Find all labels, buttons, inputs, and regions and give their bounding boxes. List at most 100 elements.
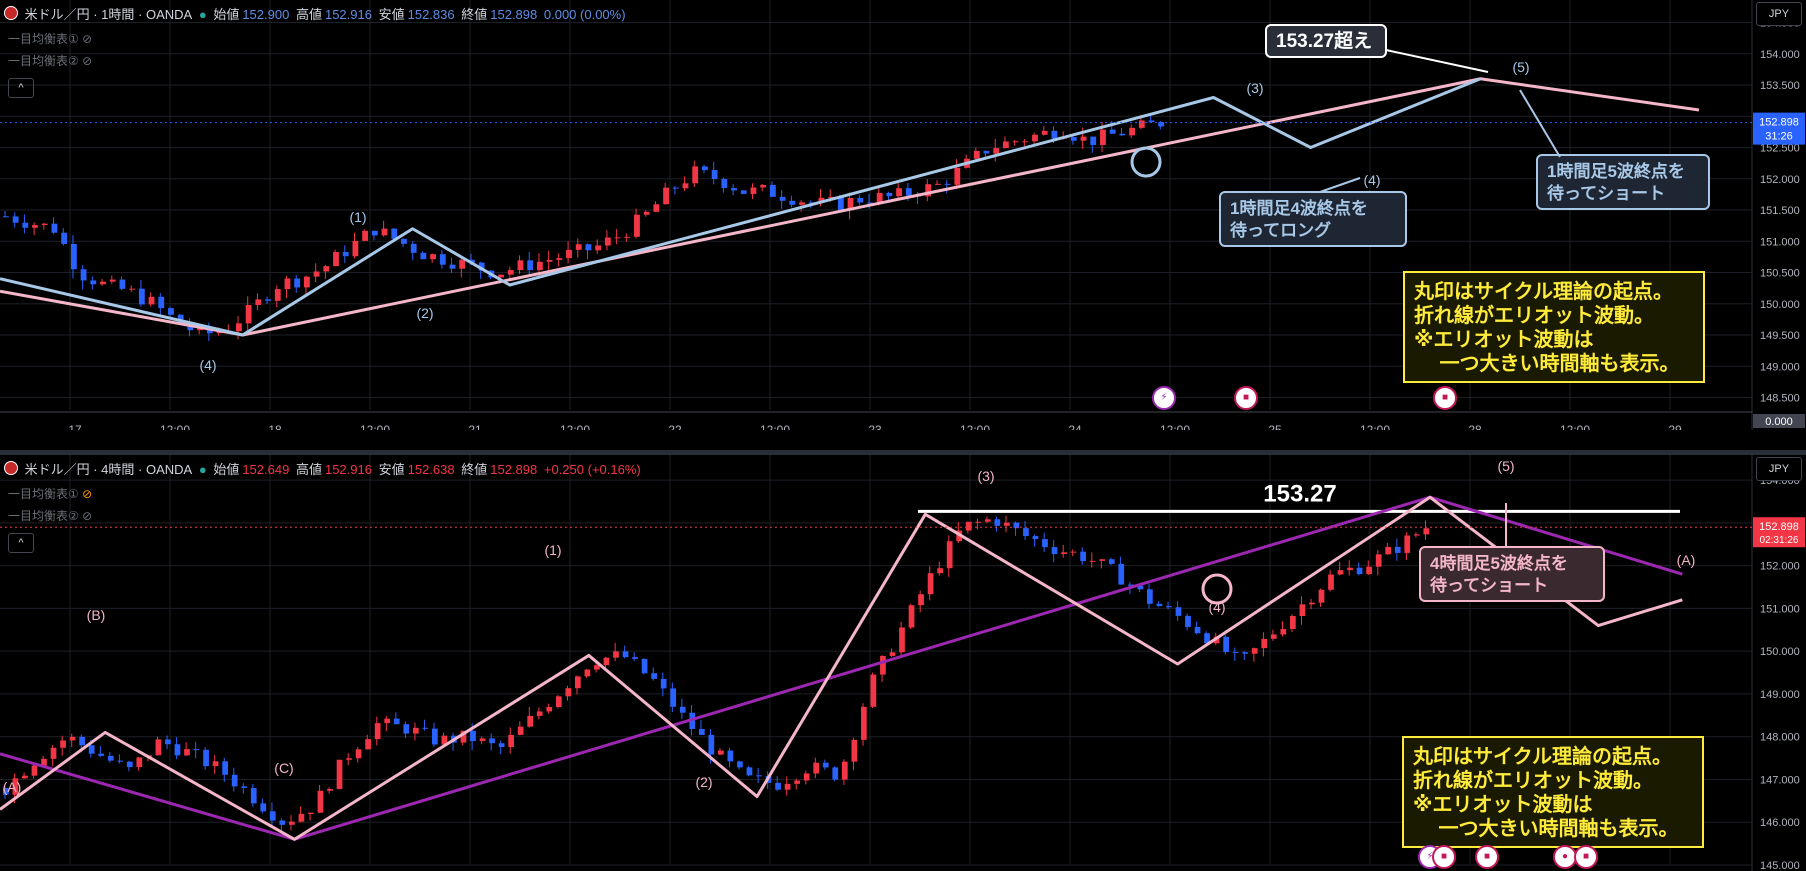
candle-body — [536, 261, 543, 271]
candle-body — [1290, 616, 1296, 629]
candle-body — [241, 786, 248, 788]
x-tick-label: 22 — [668, 423, 682, 430]
x-tick-label: 12:00 — [1560, 423, 1590, 430]
y-tick-label: 153.500 — [1760, 80, 1800, 92]
wave-label: (1) — [544, 542, 561, 558]
top-note-line: 丸印はサイクル理論の起点。 — [1413, 279, 1673, 303]
close-label: 終値 — [461, 462, 488, 477]
wave-label: (3) — [977, 468, 994, 484]
candle-body — [403, 724, 410, 734]
candle-body — [1051, 130, 1058, 139]
wave-purple-polyline — [0, 495, 1683, 841]
candle-body — [250, 787, 257, 804]
candle-body — [565, 688, 572, 697]
candle-body — [1004, 522, 1010, 526]
price-tag: 152.898 — [1759, 521, 1799, 533]
wave-label: (5) — [1512, 59, 1529, 75]
candle-body — [937, 568, 943, 574]
candle-body — [984, 519, 991, 522]
candle-body — [1423, 528, 1430, 535]
candle-body — [88, 745, 95, 754]
bottom-note-line: 一つ大きい時間軸も表示。 — [1413, 816, 1679, 840]
candle-body — [168, 308, 174, 315]
candle-body — [727, 750, 734, 762]
collapse-legend-button[interactable]: ^ — [8, 78, 34, 98]
candle-body — [775, 782, 781, 790]
short-callout-text: 待ってショート — [1430, 575, 1548, 595]
indicator-ichimoku-1[interactable]: 一目均衡表① ⊘ — [8, 487, 93, 501]
x-tick-label: 25 — [1268, 423, 1282, 430]
us-flag-event-icon[interactable]: ■ — [1475, 845, 1499, 869]
x-tick-label: 12:00 — [760, 423, 790, 430]
top-note-box — [1403, 271, 1705, 383]
subpane-tag-box — [1753, 414, 1805, 428]
candle-body — [595, 245, 602, 251]
candle-body — [622, 651, 629, 658]
candle-body — [371, 230, 378, 236]
candle-body — [794, 780, 800, 784]
candle-body — [1175, 607, 1182, 616]
indicator-ichimoku-1[interactable]: 一目均衡表① ⊘ — [8, 32, 93, 46]
candle-body — [507, 270, 514, 275]
candle-body — [546, 259, 553, 262]
y-tick-label: 152.000 — [1760, 174, 1800, 186]
bottom-legend: 米ドル／円 · 4時間 · OANDA ● 始値 152.649 高値 152.91… — [4, 459, 644, 478]
top-symbol[interactable]: 米ドル／円 · 1時間 · OANDA — [24, 7, 193, 22]
x-tick-label: 12:00 — [360, 423, 390, 430]
candle-body — [585, 244, 592, 251]
high-value: 152.916 — [324, 7, 372, 22]
top-chart-panel[interactable]: 154.500154.000153.500153.000152.500152.0… — [0, 0, 1806, 430]
candle-body — [459, 259, 466, 269]
candle-body — [721, 178, 728, 189]
indicator-ichimoku-2[interactable]: 一目均衡表② ⊘ — [8, 54, 93, 68]
candle-body — [422, 727, 429, 729]
bottom-note-box — [1402, 736, 1704, 848]
candle-body — [1013, 522, 1020, 529]
indicator-ichimoku-2[interactable]: 一目均衡表② ⊘ — [8, 509, 93, 523]
panel-divider[interactable] — [0, 450, 1806, 455]
candle-body — [393, 718, 400, 725]
breakout-callout-box — [1265, 24, 1387, 58]
candle-body — [653, 204, 660, 212]
x-tick-label: 24 — [1068, 423, 1082, 430]
collapse-legend-button[interactable]: ^ — [8, 533, 34, 553]
top-chart-canvas[interactable]: 154.500154.000153.500153.000152.500152.0… — [0, 0, 1806, 430]
currency-select[interactable]: JPY — [1756, 2, 1802, 26]
candle-body — [679, 706, 686, 713]
candle-body — [384, 718, 391, 724]
candle-body — [3, 216, 9, 218]
us-flag-event-icon[interactable]: ■ — [1574, 845, 1598, 869]
lightning-event-icon[interactable]: ⚡ — [1152, 386, 1176, 410]
candle-body — [1089, 560, 1096, 562]
eye-off-icon: ⊘ — [82, 32, 93, 46]
candle-body — [1002, 141, 1009, 149]
candle-body — [634, 214, 640, 237]
candle-body — [79, 736, 85, 746]
currency-select[interactable]: JPY — [1756, 457, 1802, 481]
bottom-symbol[interactable]: 米ドル／円 · 4時間 · OANDA — [24, 462, 193, 477]
candle-body — [1127, 584, 1134, 586]
bottom-chart-panel[interactable]: 154.000153.000152.000151.000150.000149.0… — [0, 455, 1806, 871]
candle-body — [857, 197, 864, 203]
us-flag-event-icon[interactable]: ■ — [1433, 386, 1457, 410]
candle-body — [498, 743, 505, 748]
us-flag-event-icon[interactable]: ■ — [1234, 386, 1258, 410]
candle-body — [460, 730, 467, 743]
candle-body — [935, 183, 941, 185]
candle-body — [527, 715, 534, 727]
candle-body — [876, 192, 883, 203]
candle-body — [412, 727, 419, 734]
candle-body — [1022, 141, 1029, 143]
candle-body — [983, 150, 990, 154]
low-value: 152.836 — [407, 7, 455, 22]
candle-body — [1061, 552, 1067, 555]
wave-label: (A) — [1677, 552, 1696, 568]
candle-body — [98, 753, 105, 756]
candle-body — [441, 735, 448, 745]
candle-body — [1204, 633, 1210, 644]
us-flag-event-icon[interactable]: ■ — [1432, 845, 1456, 869]
candle-body — [818, 197, 825, 203]
candle-body — [284, 278, 291, 290]
bottom-chart-canvas[interactable]: 154.000153.000152.000151.000150.000149.0… — [0, 455, 1806, 871]
x-tick-label: 21 — [468, 423, 482, 430]
